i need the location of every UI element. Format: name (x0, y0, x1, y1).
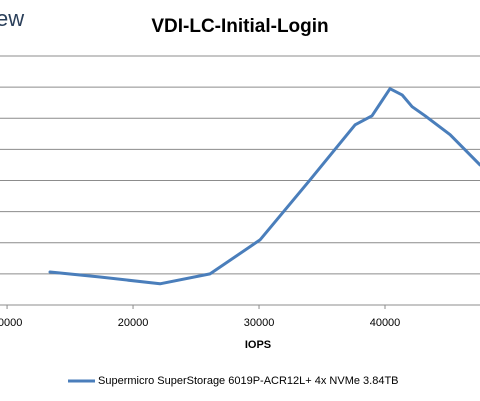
x-tick-label: 30000 (244, 317, 275, 329)
logo: ew (0, 6, 24, 31)
x-axis-label: IOPS (245, 339, 271, 351)
x-tick-label: 20000 (118, 317, 149, 329)
x-tick-label: 10000 (0, 317, 22, 329)
series-line (48, 87, 480, 286)
x-tick-label: 40000 (370, 317, 401, 329)
legend-label: Supermicro SuperStorage 6019P-ACR12L+ 4x… (98, 375, 399, 387)
chart-title: VDI-LC-Initial-Login (151, 16, 328, 37)
